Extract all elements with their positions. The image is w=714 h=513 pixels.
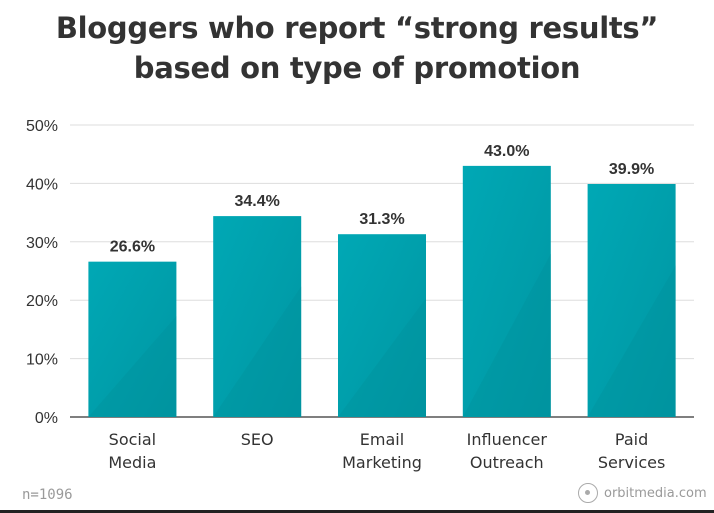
bar <box>213 216 302 417</box>
y-tick-label: 10% <box>26 352 58 369</box>
chart-title: Bloggers who report “strong results” bas… <box>0 8 714 88</box>
x-tick-label-line: Media <box>108 453 156 472</box>
x-tick-label-line: Influencer <box>467 430 548 449</box>
brand-name: orbitmedia.com <box>604 485 707 501</box>
x-tick-label-line: Social <box>109 430 156 449</box>
x-tick-label: Social Media <box>108 430 156 472</box>
y-tick-label: 50% <box>26 118 58 135</box>
x-tick-label: Paid Services <box>598 430 665 472</box>
x-axis-tick-labels: Social Media SEO Email Marketing Influencer Ou… <box>108 430 665 472</box>
data-label: 39.9% <box>609 161 654 178</box>
y-tick-label: 40% <box>26 176 58 193</box>
bars <box>88 165 676 417</box>
y-tick-label: 20% <box>26 293 58 310</box>
x-tick-label: Influencer Outreach <box>467 430 548 472</box>
x-tick-label-line: Marketing <box>342 453 422 472</box>
bar <box>587 183 676 417</box>
sample-size-note: n=1096 <box>22 487 73 503</box>
data-label: 43.0% <box>484 143 529 160</box>
y-tick-label: 30% <box>26 235 58 252</box>
bar-shading <box>462 253 551 417</box>
bottom-border <box>0 510 714 513</box>
x-tick-label-line: Outreach <box>470 453 544 472</box>
bar-shading <box>213 286 302 417</box>
x-tick-label-line: Services <box>598 453 665 472</box>
bar <box>462 165 551 417</box>
x-tick-label: Email Marketing <box>342 430 422 472</box>
y-axis-tick-labels: 0% 10% 20% 30% 40% 50% <box>26 118 58 427</box>
chart-title-line-2: based on type of promotion <box>133 51 581 85</box>
bar-shading <box>338 298 426 417</box>
bar-shading <box>88 316 177 417</box>
x-tick-label-line: Paid <box>615 430 648 449</box>
x-tick-label-line: SEO <box>241 430 274 449</box>
bar <box>338 234 426 417</box>
data-label: 26.6% <box>110 239 155 256</box>
data-label: 31.3% <box>359 211 404 228</box>
x-tick-label: SEO <box>241 430 274 449</box>
chart-title-line-1: Bloggers who report “strong results” <box>55 11 659 45</box>
y-tick-label: 0% <box>35 410 58 427</box>
bar <box>88 261 177 417</box>
data-label: 34.4% <box>235 193 280 210</box>
bar-shading <box>587 265 676 417</box>
brand-logo: orbitmedia.com <box>578 483 707 503</box>
orbit-logo-icon <box>578 483 598 503</box>
x-tick-label-line: Email <box>360 430 404 449</box>
data-labels: 26.6% 34.4% 31.3% 43.0% 39.9% <box>110 143 655 256</box>
